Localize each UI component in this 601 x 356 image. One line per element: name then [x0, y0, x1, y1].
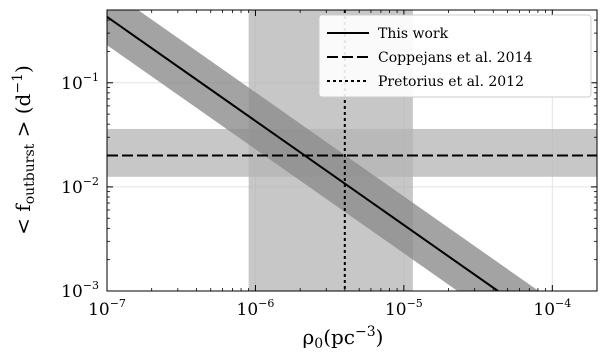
y-tick-label: 10−1	[61, 71, 99, 94]
x-axis-title: ρ0(pc−3)	[303, 324, 384, 352]
legend-label-pretorius: Pretorius et al. 2012	[378, 74, 524, 90]
legend: This work Coppejans et al. 2014 Pretoriu…	[318, 14, 592, 98]
legend-label-this-work: This work	[378, 26, 449, 42]
tick-marks	[106, 10, 597, 292]
this-work-band	[107, 10, 539, 291]
x-tick-label: 10−7	[88, 297, 126, 320]
y-axis-title: < foutburst > (d−1)	[10, 65, 38, 235]
y-tick-labels: 10−3 10−2 10−1	[61, 71, 99, 302]
x-tick-label: 10−6	[237, 297, 275, 320]
series-lines	[107, 10, 597, 291]
legend-label-coppejans: Coppejans et al. 2014	[378, 50, 532, 66]
x-tick-label: 10−5	[385, 297, 423, 320]
legend-box	[318, 14, 592, 98]
this-work-line	[107, 16, 499, 291]
uncertainty-bands	[107, 10, 597, 291]
plot-frame	[106, 9, 598, 292]
x-tick-labels: 10−7 10−6 10−5 10−4	[88, 297, 571, 320]
y-tick-label: 10−3	[61, 279, 99, 302]
y-tick-label: 10−2	[61, 175, 99, 198]
x-tick-label: 10−4	[533, 297, 571, 320]
